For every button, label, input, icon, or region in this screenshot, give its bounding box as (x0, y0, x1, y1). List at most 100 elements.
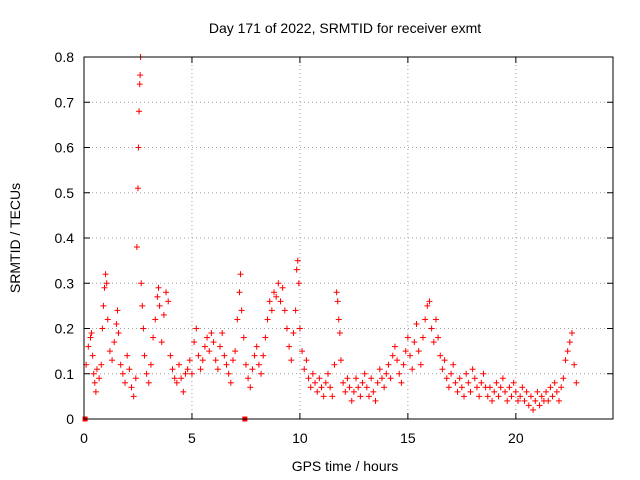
data-point (327, 384, 334, 391)
data-point (204, 334, 211, 341)
data-point (138, 280, 145, 287)
data-point (106, 348, 113, 355)
data-point (551, 379, 558, 386)
plot-frame (83, 56, 614, 420)
data-point (424, 302, 431, 309)
data-point (277, 298, 284, 305)
y-tick-label: 0 (66, 411, 74, 427)
data-point (348, 397, 355, 404)
data-point (290, 330, 297, 337)
data-point (333, 289, 340, 296)
x-tick-label: 10 (292, 430, 308, 446)
data-point (409, 366, 416, 373)
data-point (497, 384, 504, 391)
data-point (387, 375, 394, 382)
data-point (96, 375, 103, 382)
data-point (258, 370, 265, 377)
data-point (372, 397, 379, 404)
data-point (478, 379, 485, 386)
data-point (249, 366, 256, 373)
data-point (140, 325, 147, 332)
data-point (452, 379, 459, 386)
data-point (571, 361, 578, 368)
chart-title: Day 171 of 2022, SRMTID for receiver exm… (209, 20, 481, 36)
data-point (432, 316, 439, 323)
data-point (573, 379, 580, 386)
data-point (135, 144, 142, 151)
data-point (450, 361, 457, 368)
data-point (374, 379, 381, 386)
data-point (217, 343, 224, 350)
data-point (553, 388, 560, 395)
data-point (355, 384, 362, 391)
data-point (191, 339, 198, 346)
data-point (188, 370, 195, 377)
data-point (90, 370, 97, 377)
data-point (133, 244, 140, 251)
data-point (288, 357, 295, 364)
data-point (476, 393, 483, 400)
data-point (471, 375, 478, 382)
data-point (91, 379, 98, 386)
y-tick-label: 0.1 (55, 366, 75, 382)
data-point (279, 284, 286, 291)
data-point (467, 388, 474, 395)
data-point (160, 311, 167, 318)
data-point (335, 316, 342, 323)
data-point (145, 379, 152, 386)
data-point (378, 375, 385, 382)
data-point (237, 271, 244, 278)
data-point (156, 302, 163, 309)
data-point (426, 298, 433, 305)
data-point (316, 375, 323, 382)
data-point (499, 375, 506, 382)
data-point (549, 393, 556, 400)
data-point (415, 348, 422, 355)
data-point (286, 343, 293, 350)
data-point (293, 266, 300, 273)
data-point (182, 370, 189, 377)
data-point (527, 393, 534, 400)
data-point (512, 388, 519, 395)
data-point (167, 352, 174, 359)
data-point (158, 339, 165, 346)
data-point (271, 289, 278, 296)
data-point (176, 361, 183, 368)
y-tick-label: 0.6 (55, 140, 75, 156)
data-point (454, 388, 461, 395)
data-point (547, 384, 554, 391)
data-point (495, 393, 502, 400)
data-point (242, 361, 249, 368)
data-point (152, 316, 159, 323)
data-point (312, 379, 319, 386)
data-point (525, 402, 532, 409)
data-point (245, 375, 252, 382)
data-point (251, 352, 258, 359)
data-point (381, 384, 388, 391)
data-point (93, 366, 100, 373)
data-point (368, 375, 375, 382)
data-point (150, 334, 157, 341)
data-point (556, 397, 563, 404)
data-point (357, 393, 364, 400)
data-point (299, 348, 306, 355)
data-point (404, 334, 411, 341)
data-point (361, 370, 368, 377)
data-point (99, 325, 106, 332)
data-point (394, 357, 401, 364)
data-point (234, 316, 241, 323)
data-point (350, 388, 357, 395)
data-point (538, 393, 545, 400)
data-point (337, 357, 344, 364)
data-point (214, 366, 221, 373)
data-point (566, 339, 573, 346)
data-point (268, 307, 275, 314)
data-point (346, 384, 353, 391)
data-point (344, 375, 351, 382)
data-point (419, 334, 426, 341)
data-point (165, 298, 172, 305)
data-point (163, 289, 170, 296)
data-point (314, 388, 321, 395)
data-point (178, 375, 185, 382)
data-point (491, 388, 498, 395)
